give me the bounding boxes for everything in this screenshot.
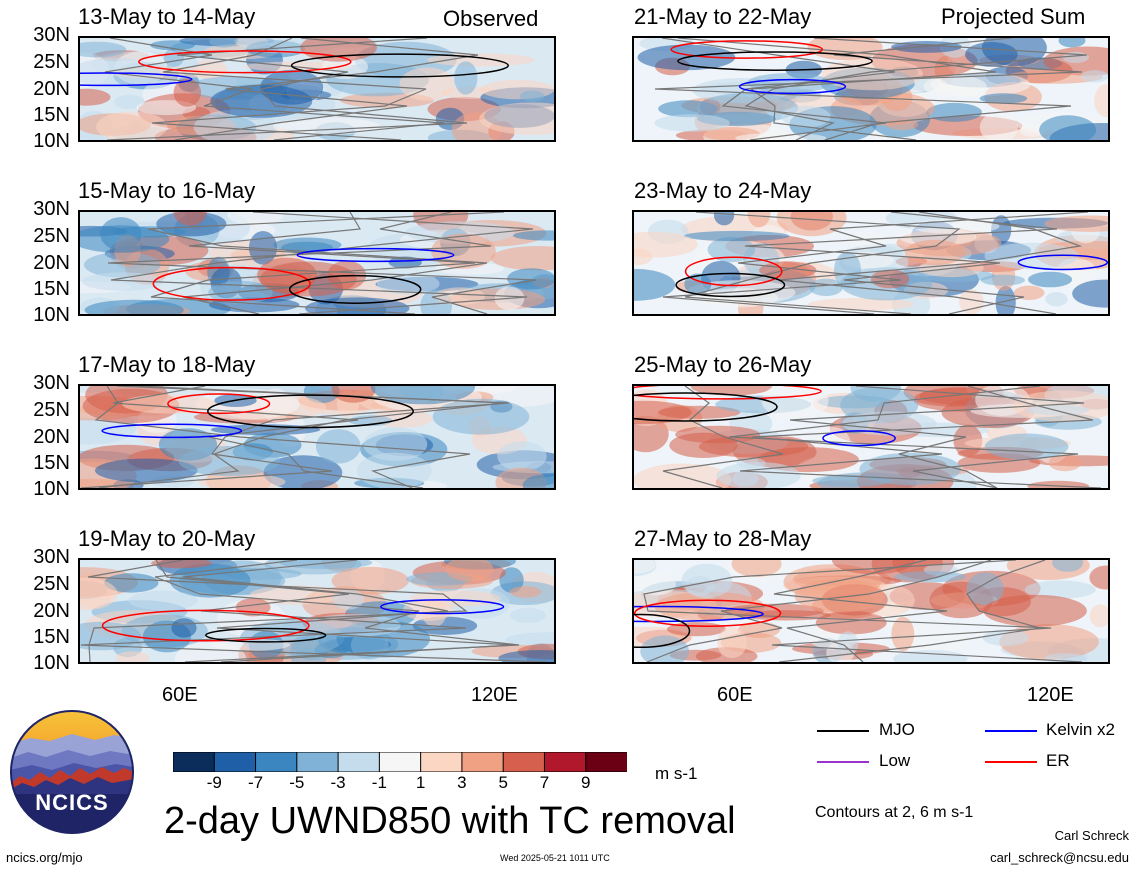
legend-low: Low [879, 751, 911, 770]
lon-tick: 120E [471, 684, 518, 706]
colorbar-tick-label: 1 [415, 773, 426, 792]
colorbar-swatch [213, 751, 257, 773]
lat-tick: 15N [33, 104, 70, 126]
low-line-swatch [817, 761, 869, 763]
colorbar-tick-label: -9 [206, 773, 222, 792]
colorbar-swatch [378, 751, 422, 773]
panel-title: 19-May to 20-May [78, 526, 256, 551]
er-line-swatch [985, 761, 1037, 763]
lon-tick: 120E [1027, 684, 1074, 706]
map-panel [632, 384, 1110, 490]
colorbar-tick-label: 7 [539, 773, 550, 792]
main-title: 2-day UWND850 with TC removal [164, 800, 736, 842]
lat-tick: 25N [33, 573, 70, 595]
logo-text: NCICS [35, 790, 109, 815]
legend-er: ER [1046, 751, 1070, 770]
lat-tick: 30N [33, 24, 70, 46]
colorbar-unit: m s-1 [655, 764, 698, 783]
lon-tick: 60E [717, 684, 753, 706]
footer-url[interactable]: ncics.org/mjo [6, 850, 83, 865]
map-panel [78, 384, 556, 490]
panel-title: 23-May to 24-May [634, 178, 812, 203]
legend-kelvin: Kelvin x2 [1046, 720, 1115, 739]
footer-author: Carl Schreck [1054, 828, 1129, 843]
lat-tick: 20N [33, 78, 70, 100]
lat-tick: 25N [33, 51, 70, 73]
lat-tick: 30N [33, 198, 70, 220]
colorbar-tick-label: -1 [371, 773, 387, 792]
lat-tick: 20N [33, 600, 70, 622]
lon-tick: 60E [162, 684, 198, 706]
map-panel [632, 558, 1110, 664]
lat-tick: 10N [33, 478, 70, 500]
map-panel [78, 558, 556, 664]
lat-tick: 20N [33, 426, 70, 448]
footer-email[interactable]: carl_schreck@ncsu.edu [990, 850, 1129, 865]
colorbar-tick-label: 9 [580, 773, 591, 792]
lat-tick: 25N [33, 225, 70, 247]
lat-tick: 15N [33, 626, 70, 648]
map-panel [78, 36, 556, 142]
map-panel [78, 210, 556, 316]
map-panel [632, 210, 1110, 316]
panel-title: 25-May to 26-May [634, 352, 812, 377]
panel-title: 21-May to 22-May [634, 4, 812, 29]
colorbar-tick-label: 5 [498, 773, 508, 792]
panel-tag: Observed [443, 6, 539, 31]
colorbar-tick-label: -3 [330, 773, 346, 792]
kelvin-line-swatch [985, 730, 1037, 732]
colorbar-swatch [296, 751, 340, 773]
lat-tick: 10N [33, 304, 70, 326]
panel-title: 15-May to 16-May [78, 178, 256, 203]
lat-tick: 15N [33, 278, 70, 300]
colorbar-tick-label: -5 [289, 773, 305, 792]
colorbar-tick-label: 3 [457, 773, 467, 792]
colorbar-swatch [255, 751, 298, 773]
mjo-line-swatch [817, 730, 869, 732]
lat-tick: 15N [33, 452, 70, 474]
panel-title: 27-May to 28-May [634, 526, 812, 551]
lat-tick: 30N [33, 546, 70, 568]
panel-title: 13-May to 14-May [78, 4, 256, 29]
colorbar-swatch [585, 751, 629, 773]
map-panel [632, 36, 1110, 142]
panel-title: 17-May to 18-May [78, 352, 256, 377]
lat-tick: 30N [33, 372, 70, 394]
colorbar-swatch [172, 751, 216, 773]
panel-tag: Projected Sum [941, 4, 1086, 29]
colorbar-tick-label: -7 [247, 773, 264, 792]
footer-timestamp: Wed 2025-05-21 1011 UTC [500, 853, 610, 863]
lat-tick: 25N [33, 399, 70, 421]
lat-tick: 10N [33, 130, 70, 152]
colorbar-swatch [502, 751, 546, 773]
colorbar-swatch [420, 751, 463, 773]
legend-mjo: MJO [879, 720, 915, 739]
ncics-logo: NCICS [10, 710, 134, 834]
colorbar-swatch [461, 751, 505, 773]
colorbar-swatch [337, 751, 381, 773]
lat-tick: 10N [33, 652, 70, 674]
colorbar [172, 751, 629, 773]
colorbar-swatch [543, 751, 587, 773]
lat-tick: 20N [33, 252, 70, 274]
contours-note: Contours at 2, 6 m s-1 [815, 804, 974, 821]
